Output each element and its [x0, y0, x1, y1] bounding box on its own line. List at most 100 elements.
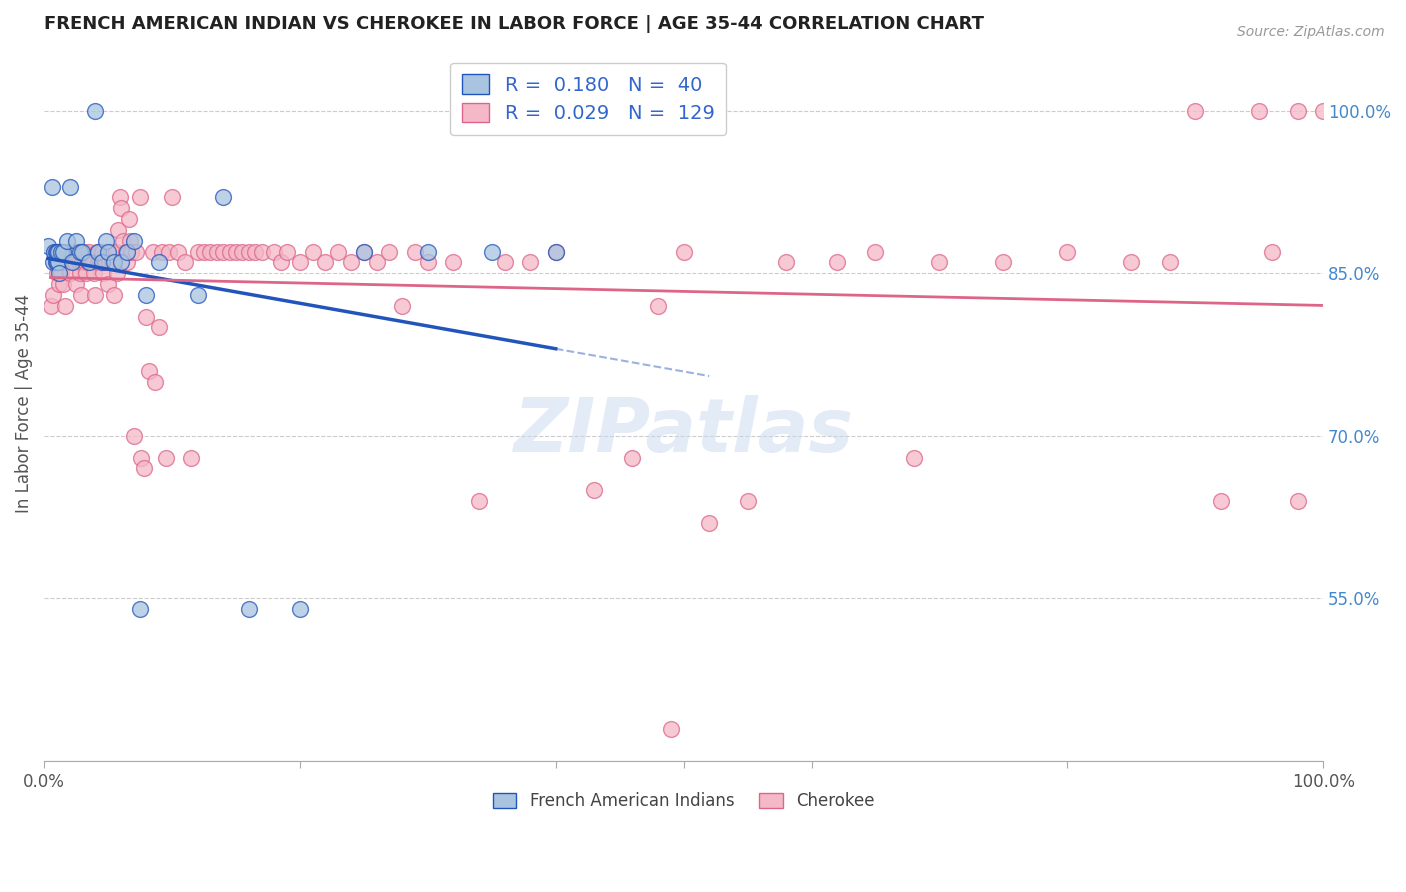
Point — [131, 450, 153, 465]
Point — [39, 299, 62, 313]
Point — [180, 450, 202, 465]
Point — [353, 244, 375, 259]
Point — [404, 244, 426, 259]
Point — [59, 266, 82, 280]
Text: FRENCH AMERICAN INDIAN VS CHEROKEE IN LABOR FORCE | AGE 35-44 CORRELATION CHART: FRENCH AMERICAN INDIAN VS CHEROKEE IN LA… — [44, 15, 984, 33]
Point — [103, 255, 125, 269]
Point — [83, 266, 105, 280]
Point — [135, 310, 157, 324]
Point — [238, 244, 260, 259]
Point — [225, 244, 247, 259]
Point — [378, 244, 401, 259]
Point — [60, 244, 83, 259]
Point — [105, 266, 128, 280]
Point — [104, 244, 127, 259]
Point — [93, 255, 115, 269]
Point — [1286, 103, 1309, 118]
Point — [101, 255, 124, 269]
Point — [159, 244, 181, 259]
Point — [41, 179, 63, 194]
Point — [544, 244, 567, 259]
Point — [46, 255, 69, 269]
Point — [250, 244, 273, 259]
Point — [76, 255, 98, 269]
Point — [59, 179, 82, 194]
Point — [49, 244, 72, 259]
Point — [77, 244, 100, 259]
Point — [148, 255, 170, 269]
Point — [97, 244, 120, 259]
Point — [87, 255, 110, 269]
Point — [110, 255, 132, 269]
Point — [72, 244, 94, 259]
Point — [1249, 103, 1271, 118]
Point — [46, 244, 69, 259]
Point — [112, 234, 135, 248]
Point — [100, 244, 122, 259]
Point — [122, 234, 145, 248]
Point — [120, 244, 142, 259]
Point — [75, 266, 97, 280]
Point — [49, 266, 72, 280]
Point — [366, 255, 388, 269]
Point — [1286, 494, 1309, 508]
Point — [212, 244, 235, 259]
Point — [44, 244, 66, 259]
Point — [218, 244, 240, 259]
Point — [200, 244, 222, 259]
Point — [89, 255, 111, 269]
Point — [37, 239, 59, 253]
Point — [79, 255, 101, 269]
Point — [110, 201, 132, 215]
Point — [697, 516, 720, 530]
Point — [98, 255, 121, 269]
Point — [928, 255, 950, 269]
Point — [94, 255, 117, 269]
Point — [231, 244, 253, 259]
Point — [468, 494, 491, 508]
Point — [53, 299, 76, 313]
Point — [44, 244, 66, 259]
Point — [122, 429, 145, 443]
Point — [129, 602, 152, 616]
Point — [583, 483, 606, 497]
Point — [115, 244, 138, 259]
Point — [55, 255, 77, 269]
Y-axis label: In Labor Force | Age 35-44: In Labor Force | Age 35-44 — [15, 293, 32, 513]
Point — [1312, 103, 1334, 118]
Point — [672, 244, 695, 259]
Point — [1184, 103, 1206, 118]
Point — [48, 277, 70, 292]
Point — [69, 266, 91, 280]
Point — [441, 255, 464, 269]
Point — [1056, 244, 1078, 259]
Point — [1121, 255, 1143, 269]
Point — [301, 244, 323, 259]
Point — [155, 450, 177, 465]
Point — [90, 255, 112, 269]
Text: ZIPatlas: ZIPatlas — [513, 395, 853, 468]
Point — [84, 288, 107, 302]
Point — [51, 255, 73, 269]
Point — [263, 244, 285, 259]
Point — [63, 255, 86, 269]
Point — [73, 244, 96, 259]
Point — [148, 320, 170, 334]
Point — [65, 234, 87, 248]
Point — [737, 494, 759, 508]
Point — [60, 255, 83, 269]
Point — [45, 266, 67, 280]
Point — [1261, 244, 1284, 259]
Point — [45, 255, 67, 269]
Point — [97, 277, 120, 292]
Point — [212, 190, 235, 204]
Point — [117, 255, 139, 269]
Point — [67, 255, 90, 269]
Point — [42, 288, 65, 302]
Point — [187, 288, 209, 302]
Point — [270, 255, 292, 269]
Point — [117, 212, 139, 227]
Point — [103, 288, 125, 302]
Point — [167, 244, 190, 259]
Point — [73, 255, 96, 269]
